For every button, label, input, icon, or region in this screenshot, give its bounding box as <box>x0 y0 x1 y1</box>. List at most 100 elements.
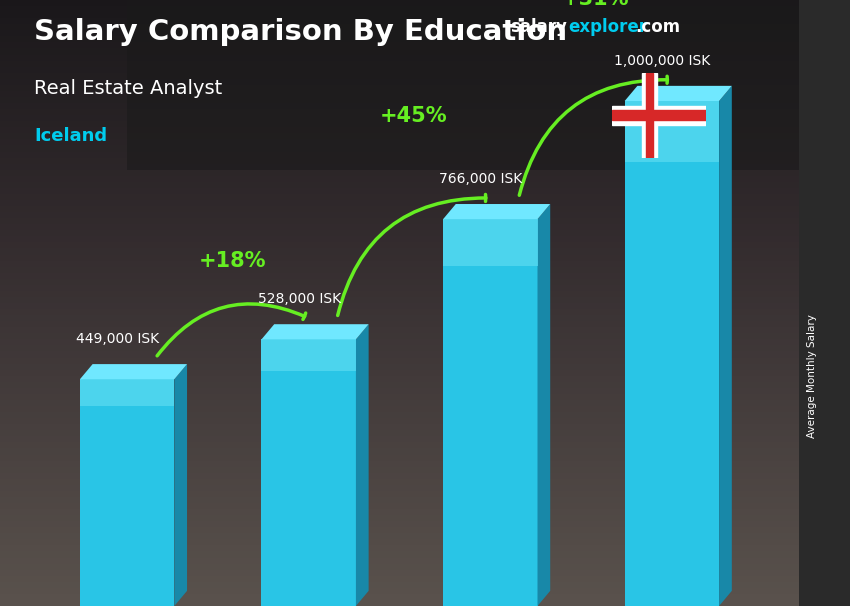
Bar <box>0 412 799 418</box>
Bar <box>0 364 799 370</box>
Text: 766,000 ISK: 766,000 ISK <box>439 172 523 186</box>
Polygon shape <box>80 364 187 379</box>
Bar <box>0 339 799 345</box>
Bar <box>0 267 799 273</box>
Bar <box>0 103 799 109</box>
Bar <box>646 73 653 158</box>
Bar <box>0 127 799 133</box>
Text: 1,000,000 ISK: 1,000,000 ISK <box>615 54 711 68</box>
Bar <box>0 261 799 267</box>
Bar <box>0 291 799 297</box>
Bar <box>0 273 799 279</box>
Bar <box>0 527 799 533</box>
Bar <box>0 188 799 194</box>
Bar <box>0 582 799 588</box>
Bar <box>612 110 706 120</box>
Bar <box>612 105 706 125</box>
Bar <box>0 206 799 212</box>
Bar <box>0 430 799 436</box>
Text: 449,000 ISK: 449,000 ISK <box>76 332 159 346</box>
Text: Salary Comparison By Education: Salary Comparison By Education <box>34 18 567 46</box>
Polygon shape <box>625 101 719 606</box>
Polygon shape <box>80 379 174 606</box>
Bar <box>0 18 799 24</box>
Bar <box>0 0 799 6</box>
Bar <box>0 376 799 382</box>
Polygon shape <box>443 219 537 606</box>
Bar <box>0 515 799 521</box>
Bar <box>0 467 799 473</box>
Bar <box>0 158 799 164</box>
Bar <box>0 200 799 206</box>
Bar <box>0 454 799 461</box>
Bar <box>0 303 799 309</box>
Bar <box>0 236 799 242</box>
Bar <box>0 576 799 582</box>
Bar <box>0 121 799 127</box>
Bar <box>0 279 799 285</box>
Bar <box>0 182 799 188</box>
Polygon shape <box>262 339 356 371</box>
Bar <box>0 24 799 30</box>
Bar <box>0 164 799 170</box>
Bar <box>0 479 799 485</box>
Bar <box>0 424 799 430</box>
Bar <box>0 152 799 158</box>
Bar <box>0 588 799 594</box>
Bar <box>0 545 799 551</box>
Bar <box>0 91 799 97</box>
Bar <box>0 315 799 321</box>
Bar <box>0 255 799 261</box>
Bar <box>0 491 799 497</box>
Bar <box>0 558 799 564</box>
Bar <box>0 61 799 67</box>
Bar <box>0 473 799 479</box>
Bar <box>0 42 799 48</box>
Bar <box>0 497 799 503</box>
Bar <box>0 436 799 442</box>
Polygon shape <box>356 324 369 606</box>
Text: Average Monthly Salary: Average Monthly Salary <box>807 314 817 438</box>
Bar <box>0 133 799 139</box>
Bar <box>0 85 799 91</box>
Bar <box>0 194 799 200</box>
Bar <box>0 145 799 152</box>
Bar <box>0 309 799 315</box>
Bar <box>0 36 799 42</box>
Polygon shape <box>80 379 174 407</box>
Text: +31%: +31% <box>562 0 629 9</box>
Polygon shape <box>128 0 850 170</box>
Bar <box>0 461 799 467</box>
Bar <box>0 285 799 291</box>
Bar <box>0 212 799 218</box>
Bar <box>0 600 799 606</box>
Bar <box>0 503 799 509</box>
Bar <box>0 400 799 406</box>
Polygon shape <box>262 324 369 339</box>
Bar <box>0 97 799 103</box>
Bar <box>0 333 799 339</box>
Bar <box>0 448 799 454</box>
Bar <box>0 67 799 73</box>
Polygon shape <box>719 86 732 606</box>
Bar <box>0 370 799 376</box>
Bar <box>0 406 799 412</box>
Bar <box>0 327 799 333</box>
Bar <box>0 109 799 115</box>
Polygon shape <box>443 204 550 219</box>
Text: Real Estate Analyst: Real Estate Analyst <box>34 79 222 98</box>
Bar <box>0 564 799 570</box>
Bar <box>0 297 799 303</box>
Bar <box>0 388 799 394</box>
Bar <box>0 139 799 145</box>
Bar <box>0 394 799 400</box>
Bar <box>0 533 799 539</box>
Bar <box>0 170 799 176</box>
Text: explorer: explorer <box>568 18 647 36</box>
Bar <box>0 442 799 448</box>
Bar <box>0 551 799 558</box>
Polygon shape <box>174 364 187 606</box>
Bar <box>0 351 799 358</box>
Bar <box>0 55 799 61</box>
Bar <box>0 345 799 351</box>
